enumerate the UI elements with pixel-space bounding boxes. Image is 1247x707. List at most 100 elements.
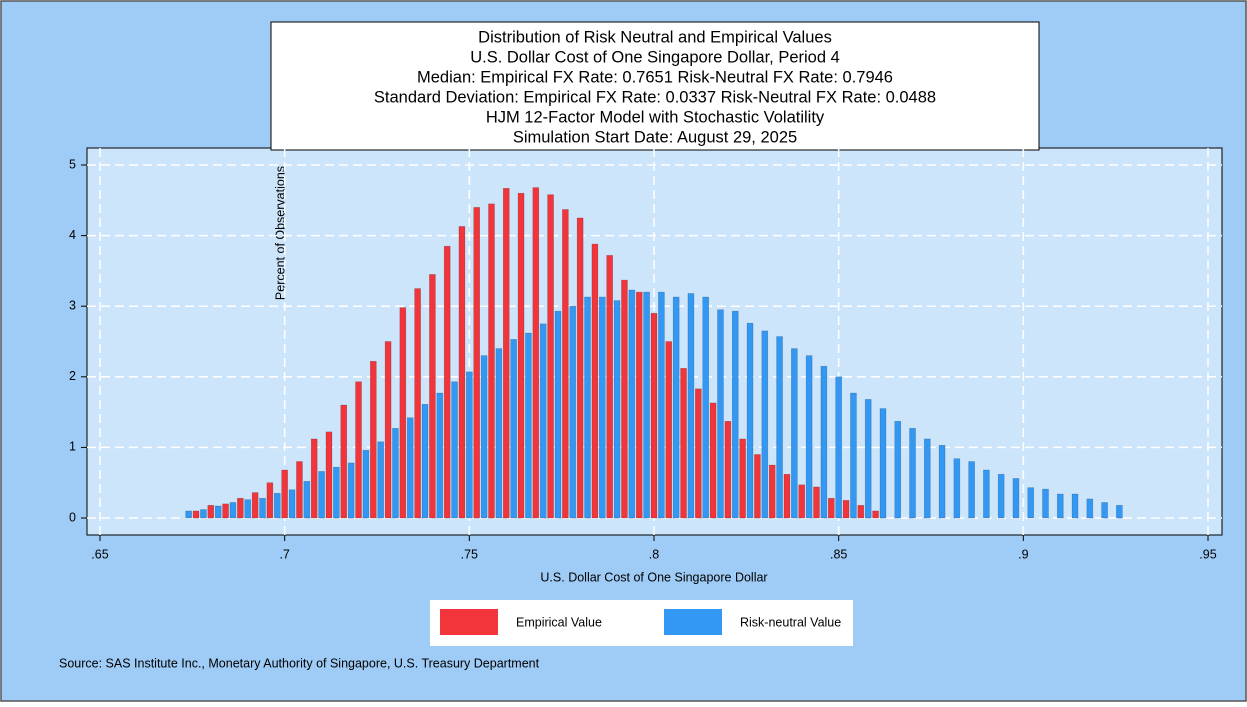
- bar: [466, 371, 473, 519]
- bar: [680, 368, 687, 519]
- bar: [805, 355, 813, 519]
- bar: [791, 348, 798, 519]
- bar: [377, 441, 384, 519]
- x-tick-label: .7: [279, 547, 289, 561]
- bar: [325, 431, 333, 519]
- chart-title: Median: Empirical FX Rate: 0.7651 Risk-N…: [417, 68, 893, 86]
- bar: [562, 209, 569, 519]
- x-tick-label: .65: [91, 547, 108, 561]
- bar: [739, 438, 746, 519]
- bar: [288, 489, 296, 519]
- bar: [406, 417, 414, 519]
- bar: [983, 469, 990, 519]
- bar: [1027, 487, 1035, 519]
- chart-title: Distribution of Risk Neutral and Empiric…: [478, 28, 832, 46]
- legend-swatch: [440, 609, 498, 635]
- bar: [502, 187, 510, 519]
- bar: [214, 505, 222, 519]
- legend-box: [430, 600, 853, 646]
- legend-swatch: [664, 609, 722, 635]
- bar: [827, 497, 835, 519]
- bar: [872, 510, 879, 519]
- bar: [185, 510, 192, 519]
- bar: [1101, 502, 1108, 519]
- bar: [554, 310, 562, 519]
- bar: [643, 291, 650, 519]
- title-box: [270, 21, 1040, 151]
- y-tick-label: 5: [69, 157, 76, 171]
- bar: [532, 187, 540, 519]
- bar: [318, 471, 325, 519]
- bar: [1086, 498, 1094, 519]
- bar: [613, 300, 621, 519]
- bar: [1071, 493, 1079, 519]
- y-tick-label: 3: [69, 298, 76, 312]
- bar: [414, 288, 421, 519]
- x-tick-label: .95: [1199, 547, 1216, 561]
- bar: [222, 503, 229, 519]
- bar: [355, 381, 362, 519]
- bar: [835, 376, 842, 519]
- bar: [968, 461, 975, 519]
- bar: [850, 392, 857, 519]
- bar: [539, 323, 547, 519]
- bar: [687, 293, 695, 519]
- bar: [798, 484, 806, 519]
- bar: [473, 207, 481, 519]
- bar: [480, 355, 488, 519]
- bar: [200, 509, 207, 519]
- bar: [761, 330, 769, 519]
- legend-label: Empirical Value: [516, 615, 602, 629]
- bar: [1012, 478, 1020, 519]
- y-tick-label: 2: [69, 369, 76, 383]
- bar: [259, 497, 266, 519]
- bar: [399, 307, 407, 519]
- bar: [392, 428, 399, 519]
- bar: [857, 504, 865, 519]
- x-tick-label: .85: [830, 547, 847, 561]
- bar: [1056, 493, 1064, 519]
- bar: [650, 312, 658, 519]
- bar: [310, 438, 318, 519]
- bar: [909, 428, 916, 519]
- bar: [303, 480, 311, 519]
- bar: [598, 296, 606, 519]
- y-axis-label: Percent of Observations: [273, 166, 287, 300]
- bar: [665, 341, 673, 519]
- bar: [709, 402, 717, 519]
- bar: [229, 502, 237, 519]
- bar: [273, 492, 281, 519]
- y-tick-label: 0: [69, 510, 76, 524]
- bar: [695, 388, 702, 519]
- x-tick-label: .8: [649, 547, 659, 561]
- bar: [842, 500, 850, 519]
- bar: [591, 243, 599, 519]
- bar: [997, 473, 1005, 519]
- bar: [576, 217, 584, 519]
- bar: [702, 296, 710, 519]
- chart-title: HJM 12-Factor Model with Stochastic Vola…: [486, 108, 825, 126]
- bar: [953, 458, 961, 519]
- bar: [621, 279, 628, 519]
- x-tick-label: .75: [461, 547, 478, 561]
- x-tick-label: .9: [1018, 547, 1028, 561]
- bar: [237, 497, 244, 519]
- bar: [525, 332, 532, 519]
- bar: [340, 404, 348, 519]
- bar: [584, 296, 591, 519]
- bar: [488, 203, 495, 519]
- bar: [717, 309, 724, 519]
- bar: [813, 486, 820, 519]
- bar: [746, 322, 754, 519]
- bar: [421, 404, 429, 519]
- chart-title: U.S. Dollar Cost of One Singapore Dollar…: [470, 48, 840, 66]
- bar: [731, 310, 739, 519]
- bar: [251, 492, 259, 519]
- source-note: Source: SAS Institute Inc., Monetary Aut…: [59, 656, 540, 670]
- bar: [776, 336, 783, 519]
- bar: [820, 365, 828, 519]
- bar: [296, 461, 303, 519]
- bar: [192, 510, 200, 519]
- bar: [362, 449, 370, 519]
